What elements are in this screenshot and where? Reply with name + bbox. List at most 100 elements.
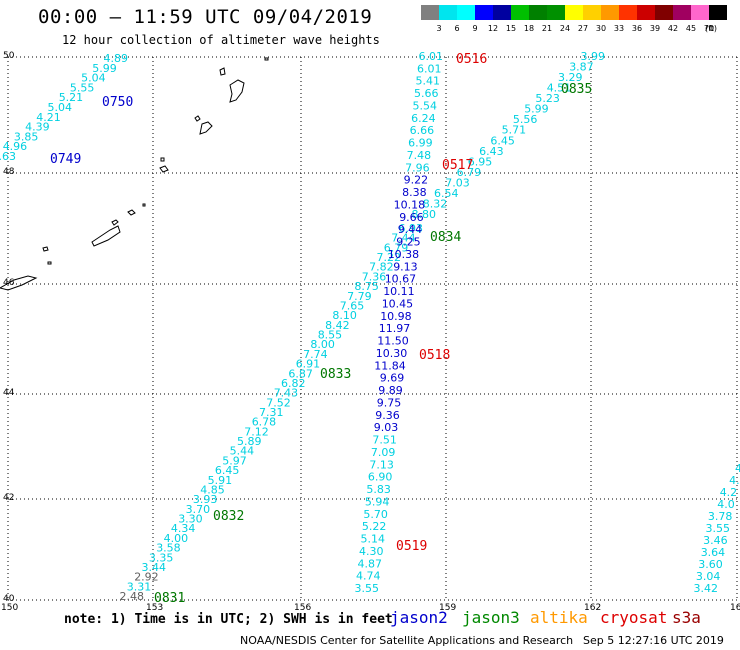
wave-height-label: 5.23 [535, 92, 560, 105]
wave-height-label: 5.70 [363, 508, 388, 521]
wave-height-label: 6.87 [288, 367, 313, 380]
legend-bin-label: 27 [578, 24, 588, 33]
wave-height-label: 4.89 [104, 52, 129, 65]
latitude-label: 40 [3, 594, 15, 604]
wave-height-label: 5.71 [502, 124, 527, 137]
wave-height-label: 3.30 [178, 513, 203, 526]
satellite-legend-altika: altika [530, 608, 588, 627]
wave-height-label: 7.79 [347, 290, 372, 303]
latitude-label: 44 [3, 388, 15, 398]
legend-bin-label: 45 [686, 24, 696, 33]
wave-height-label: 6.66 [410, 124, 435, 137]
wave-height-label: 3.29 [558, 71, 583, 84]
wave-height-label: 3.44 [142, 561, 167, 574]
wave-height-label: 9.22 [404, 174, 429, 187]
wave-height-label: 3.99 [581, 50, 606, 63]
wave-height-label: 7.13 [369, 458, 394, 471]
wave-height-label: 4.74 [356, 570, 381, 583]
pass-time-label: 0517 [442, 158, 473, 173]
wave-height-label: 7.12 [244, 425, 269, 438]
wave-height-label: 9.66 [399, 211, 424, 224]
wave-height-label: 5.55 [70, 81, 95, 94]
legend-swatch [547, 5, 565, 20]
pass-time-label: 0518 [419, 348, 450, 363]
pass-time-label: 0832 [213, 509, 244, 524]
wave-height-label: 3.55 [355, 582, 380, 595]
wave-height-label: 4.39 [25, 121, 50, 134]
island-coastlines [0, 57, 269, 291]
legend-swatch [673, 5, 691, 20]
legend-swatch [709, 5, 727, 20]
lat-lon-grid [7, 56, 738, 601]
legend-bin-label: 39 [650, 24, 660, 33]
wave-height-label: 8.38 [402, 186, 427, 199]
longitude-label: 156 [294, 603, 312, 613]
map-title: 00:00 – 11:59 UTC 09/04/2019 [38, 6, 373, 28]
wave-height-label: 6.93 [399, 222, 424, 235]
wave-height-label: 4 [735, 462, 740, 475]
wave-height-label: 11.50 [377, 335, 409, 348]
wave-height-label: 4.96 [3, 140, 28, 153]
longitude-label: 159 [439, 603, 457, 613]
latitude-label: 46 [3, 278, 15, 288]
wave-height-label: 5.21 [59, 91, 84, 104]
wave-height-label: 8.00 [310, 338, 335, 351]
legend-swatch [655, 5, 673, 20]
wave-height-label: 3.78 [708, 510, 733, 523]
legend-swatch [583, 5, 601, 20]
wave-height-label: 4.2 [720, 486, 738, 499]
satellite-legend-jason2: jason2 [390, 608, 448, 627]
wave-height-label: 6.90 [368, 471, 393, 484]
wave-height-label: 3.85 [14, 130, 39, 143]
legend-bin-label: 18 [524, 24, 534, 33]
legend-bin-label: 3 [436, 24, 441, 33]
legend-swatch [637, 5, 655, 20]
legend-bin-label: 42 [668, 24, 678, 33]
wave-height-label: 3.87 [569, 61, 594, 74]
wave-height-label: 11.97 [379, 322, 411, 335]
wave-height-label: 5.97 [222, 454, 247, 467]
legend-swatch [511, 5, 529, 20]
longitude-label: 153 [146, 603, 164, 613]
wave-height-label: 9.03 [374, 421, 399, 434]
wave-height-label: 5.99 [524, 103, 549, 116]
wave-height-label: 7.52 [266, 396, 291, 409]
wave-height-label: 5.99 [92, 62, 117, 75]
wave-height-label: 4.85 [200, 484, 225, 497]
wave-height-label: 3.64 [701, 546, 726, 559]
wave-height-label: 6.43 [479, 145, 504, 158]
wave-height-label: 5.66 [414, 87, 439, 100]
wave-height-label: 7.96 [405, 161, 430, 174]
wave-height-label: 5.04 [48, 101, 73, 114]
wave-height-label: 5.22 [362, 520, 387, 533]
wave-height-label: 9.75 [377, 396, 402, 409]
wave-height-label: 6.24 [411, 112, 436, 125]
wave-height-label: 7.03 [445, 176, 470, 189]
wave-height-label: 8.55 [318, 329, 343, 342]
legend-bin-label: 70 [704, 24, 714, 33]
wave-height-label: 5.14 [361, 533, 386, 546]
wave-height-label: 5.91 [208, 474, 233, 487]
wave-height-label: 7.09 [371, 446, 396, 459]
wave-height-label: 7.82 [369, 261, 394, 274]
pass-time-label: 0831 [154, 591, 185, 606]
wave-height-label: 5.94 [365, 495, 390, 508]
wave-height-label: 3.93 [193, 493, 218, 506]
legend-swatch [529, 5, 547, 20]
pass-time-label: 0835 [561, 82, 592, 97]
wave-height-label: 8.10 [332, 309, 357, 322]
wave-height-label: 9.36 [375, 409, 400, 422]
legend-swatch [421, 5, 439, 20]
wave-height-label: 2.48 [120, 590, 145, 603]
wave-height-label: 5.04 [81, 72, 106, 85]
wave-height-label: 4.00 [164, 532, 189, 545]
wave-height-label: 4.0 [717, 498, 735, 511]
legend-bin-label: 36 [632, 24, 642, 33]
pass-time-label: 0516 [456, 52, 487, 67]
wave-height-label: 6.01 [419, 50, 444, 63]
wave-height-label: 6.78 [252, 416, 277, 429]
wave-height-label: 5.54 [413, 100, 438, 113]
satellite-legend-jason3: jason3 [462, 608, 520, 627]
wave-height-label: 4.21 [36, 111, 61, 124]
